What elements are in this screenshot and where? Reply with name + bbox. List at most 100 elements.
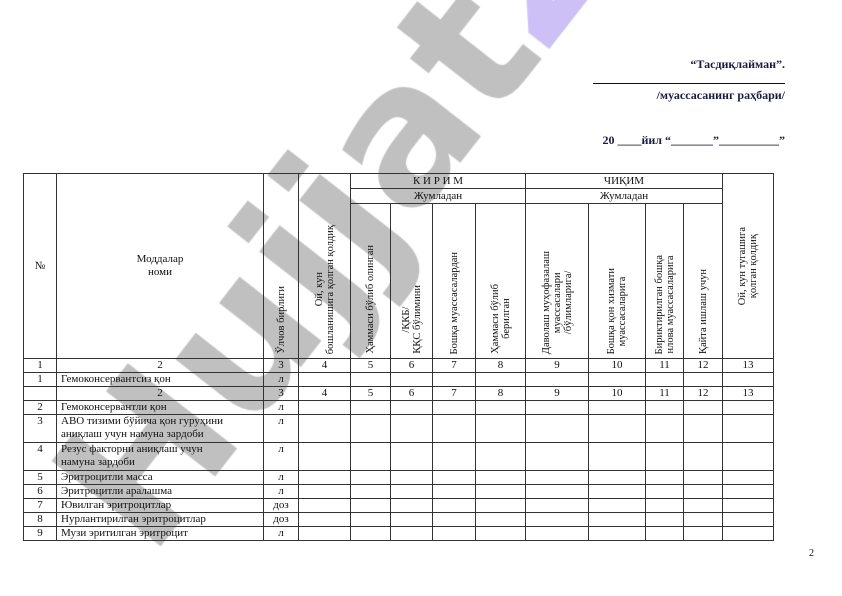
table-row: 5 Эритроцитли масса л	[23, 470, 774, 485]
table-cell: 8	[475, 386, 526, 401]
table-cell	[350, 512, 391, 527]
cell-no: 1	[23, 358, 57, 373]
header-end-balance-text: Ой, кун тугашига қолган қолдиқ	[737, 226, 759, 306]
cell-no: 5	[23, 470, 57, 485]
header-chiqim-col: Даволаш муҳофазалаш муассасалари /бўлимл…	[525, 203, 589, 359]
table-cell	[722, 470, 774, 485]
table-cell	[390, 498, 433, 513]
header-start-balance-text: Ой, кун бошланишига қолган қолдиқ	[313, 224, 336, 354]
header-chiqim-col: Бириктирилган бошқа нлова муассасаларига	[645, 203, 684, 359]
table-cell: л	[263, 470, 299, 485]
table-cell	[588, 442, 646, 471]
table-cell	[645, 512, 684, 527]
table-cell	[645, 442, 684, 471]
table-cell	[525, 372, 589, 387]
table-cell: л	[263, 442, 299, 471]
table-cell	[683, 442, 723, 471]
table-cell	[432, 414, 476, 443]
table-cell	[525, 400, 589, 415]
table-cell	[475, 498, 526, 513]
table-cell	[525, 470, 589, 485]
table-cell	[722, 400, 774, 415]
approval-title: “Тасдиқлайман”.	[690, 57, 785, 71]
cell-name: 2	[56, 358, 264, 373]
table-cell	[645, 400, 684, 415]
table-cell	[390, 372, 433, 387]
table-cell	[298, 498, 351, 513]
table-cell	[432, 372, 476, 387]
table-cell	[722, 372, 774, 387]
table-cell	[298, 442, 351, 471]
table-row: 4 Резус факторни аниқлаш учун намуна зард…	[23, 442, 774, 471]
table-cell	[722, 526, 774, 541]
cell-name: Эритроцитли масса	[56, 470, 264, 485]
cell-no: 1	[23, 372, 57, 387]
cell-name: Гемоконсервантли қон	[56, 400, 264, 415]
table-cell	[350, 470, 391, 485]
header-kirim-col: /ҚКБ/ ҚҚС бўлимини	[390, 203, 433, 359]
table-cell	[525, 442, 589, 471]
table-cell	[298, 400, 351, 415]
cell-name: Ювилган эритроцитлар	[56, 498, 264, 513]
table-cell: 9	[525, 358, 589, 373]
table-cell	[432, 512, 476, 527]
header-end-balance: Ой, кун тугашига қолган қолдиқ	[722, 173, 774, 359]
header-kirim: К И Р И М	[350, 173, 526, 189]
table-cell	[390, 470, 433, 485]
header-chiqim-col-text: Бошқа қон хизмати муассасаларига	[606, 267, 628, 354]
table-cell: 12	[683, 386, 723, 401]
header-kirim-col-text: Бошқа муассасалардан	[448, 251, 460, 354]
signature-line	[593, 83, 785, 84]
table-cell	[525, 526, 589, 541]
table-cell	[298, 526, 351, 541]
header-chiqim-col-text: Қайта ишлаш учун	[697, 269, 709, 354]
table-row: 9 Музи эритилган эритроцит л	[23, 526, 774, 541]
table-cell: 7	[432, 358, 476, 373]
table-row: 6 Эритроцитли аралашма л	[23, 484, 774, 499]
table-cell	[683, 470, 723, 485]
table-cell	[475, 512, 526, 527]
table-cell: 12	[683, 358, 723, 373]
header-name: Моддалар номи	[56, 173, 264, 359]
table-cell	[390, 442, 433, 471]
table-cell	[588, 526, 646, 541]
cell-no	[23, 386, 57, 401]
table-cell	[645, 372, 684, 387]
table-cell	[390, 400, 433, 415]
header-kirim-col: Ҳаммаси бўлиб берилган	[475, 203, 526, 359]
table-cell	[390, 484, 433, 499]
header-chiqim: ЧИҚИМ	[525, 173, 723, 189]
cell-name: Гемоконсервантсиз қон	[56, 372, 264, 387]
header-kirim-col-text: Ҳаммаси бўлиб берилган	[489, 284, 512, 354]
table-cell	[298, 470, 351, 485]
cell-no: 8	[23, 512, 57, 527]
table-cell: 10	[588, 358, 646, 373]
header-kirim-sub: Жумладан	[350, 188, 526, 204]
table-cell	[525, 414, 589, 443]
cell-no: 7	[23, 498, 57, 513]
table-cell: л	[263, 484, 299, 499]
table-cell	[475, 414, 526, 443]
table-cell	[645, 498, 684, 513]
table-cell	[588, 484, 646, 499]
approval-role: /муассасанинг раҳбари/	[656, 88, 785, 102]
table-cell	[350, 400, 391, 415]
table-cell	[475, 470, 526, 485]
table-cell	[722, 414, 774, 443]
table-cell	[390, 414, 433, 443]
table-cell: л	[263, 414, 299, 443]
table-cell	[350, 526, 391, 541]
table-cell	[432, 470, 476, 485]
table-cell	[722, 498, 774, 513]
table-cell	[475, 400, 526, 415]
cell-no: 3	[23, 414, 57, 443]
table-cell: 11	[645, 386, 684, 401]
table-row: 1 2 3 4 5 6 7 8 9 10 11 12 13	[23, 358, 774, 373]
table-cell	[645, 484, 684, 499]
table-cell	[683, 414, 723, 443]
table-cell	[390, 512, 433, 527]
cell-no: 6	[23, 484, 57, 499]
table-cell	[475, 372, 526, 387]
table-row: 1 Гемоконсервантсиз қон л	[23, 372, 774, 387]
inventory-table: № Моддалар номи Ўлчов бирлиги Ой, кун бо…	[23, 173, 774, 541]
